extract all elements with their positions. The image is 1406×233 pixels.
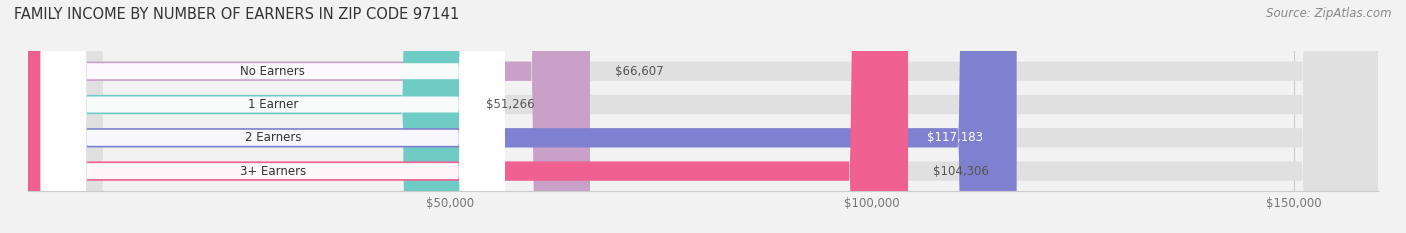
Text: 3+ Earners: 3+ Earners <box>239 164 307 178</box>
FancyBboxPatch shape <box>28 0 908 233</box>
FancyBboxPatch shape <box>28 0 1378 233</box>
FancyBboxPatch shape <box>28 0 1378 233</box>
Text: FAMILY INCOME BY NUMBER OF EARNERS IN ZIP CODE 97141: FAMILY INCOME BY NUMBER OF EARNERS IN ZI… <box>14 7 460 22</box>
FancyBboxPatch shape <box>41 0 505 233</box>
FancyBboxPatch shape <box>28 0 1017 233</box>
Text: $117,183: $117,183 <box>927 131 983 144</box>
FancyBboxPatch shape <box>41 0 505 233</box>
Text: 2 Earners: 2 Earners <box>245 131 301 144</box>
Text: No Earners: No Earners <box>240 65 305 78</box>
Text: Source: ZipAtlas.com: Source: ZipAtlas.com <box>1267 7 1392 20</box>
Text: $104,306: $104,306 <box>934 164 990 178</box>
FancyBboxPatch shape <box>28 0 591 233</box>
FancyBboxPatch shape <box>28 0 1378 233</box>
Text: $51,266: $51,266 <box>486 98 534 111</box>
FancyBboxPatch shape <box>28 0 1378 233</box>
FancyBboxPatch shape <box>28 0 461 233</box>
Text: $66,607: $66,607 <box>616 65 664 78</box>
FancyBboxPatch shape <box>41 0 505 233</box>
Text: 1 Earner: 1 Earner <box>247 98 298 111</box>
FancyBboxPatch shape <box>41 0 505 233</box>
